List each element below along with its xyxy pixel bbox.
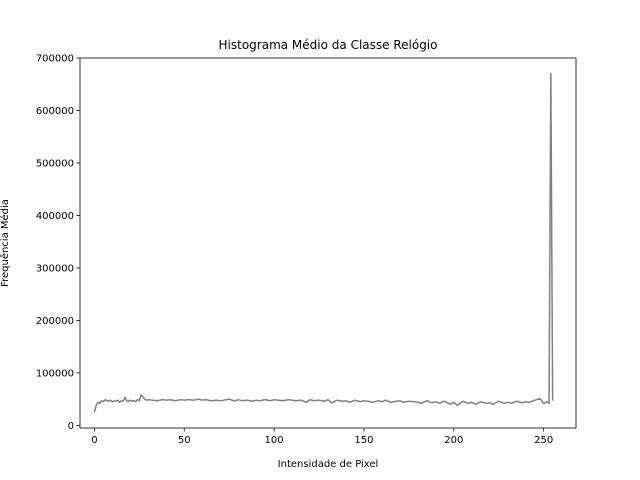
x-tick-label: 0 [91,435,97,446]
x-tick-label: 200 [444,435,463,446]
series-layer [93,72,554,413]
y-tick-label: 700000 [36,54,74,65]
x-tick-label: 50 [178,435,191,446]
y-tick-label: 200000 [36,316,74,327]
y-tick-label: 500000 [36,158,74,169]
chart-title: Histograma Médio da Classe Relógio [219,38,438,52]
y-tick-label: 600000 [36,106,74,117]
x-tick-label: 100 [265,435,284,446]
y-tick-label: 400000 [36,211,74,222]
x-axis-ticks: 0 50 100 150 200 250 [91,428,553,446]
plot-area [80,58,576,428]
y-tick-label: 0 [68,421,74,432]
y-tick-label: 100000 [36,368,74,379]
y-axis-ticks: 0 100000 200000 300000 400000 500000 600000 700… [36,54,80,432]
x-tick-label: 250 [534,435,553,446]
x-tick-label: 150 [354,435,373,446]
series-line-0 [93,72,554,413]
y-axis-label: Frequência Média [0,199,11,287]
y-tick-label: 300000 [36,263,74,274]
x-axis-label: Intensidade de Pixel [278,459,379,470]
plot-frame [79,57,577,429]
